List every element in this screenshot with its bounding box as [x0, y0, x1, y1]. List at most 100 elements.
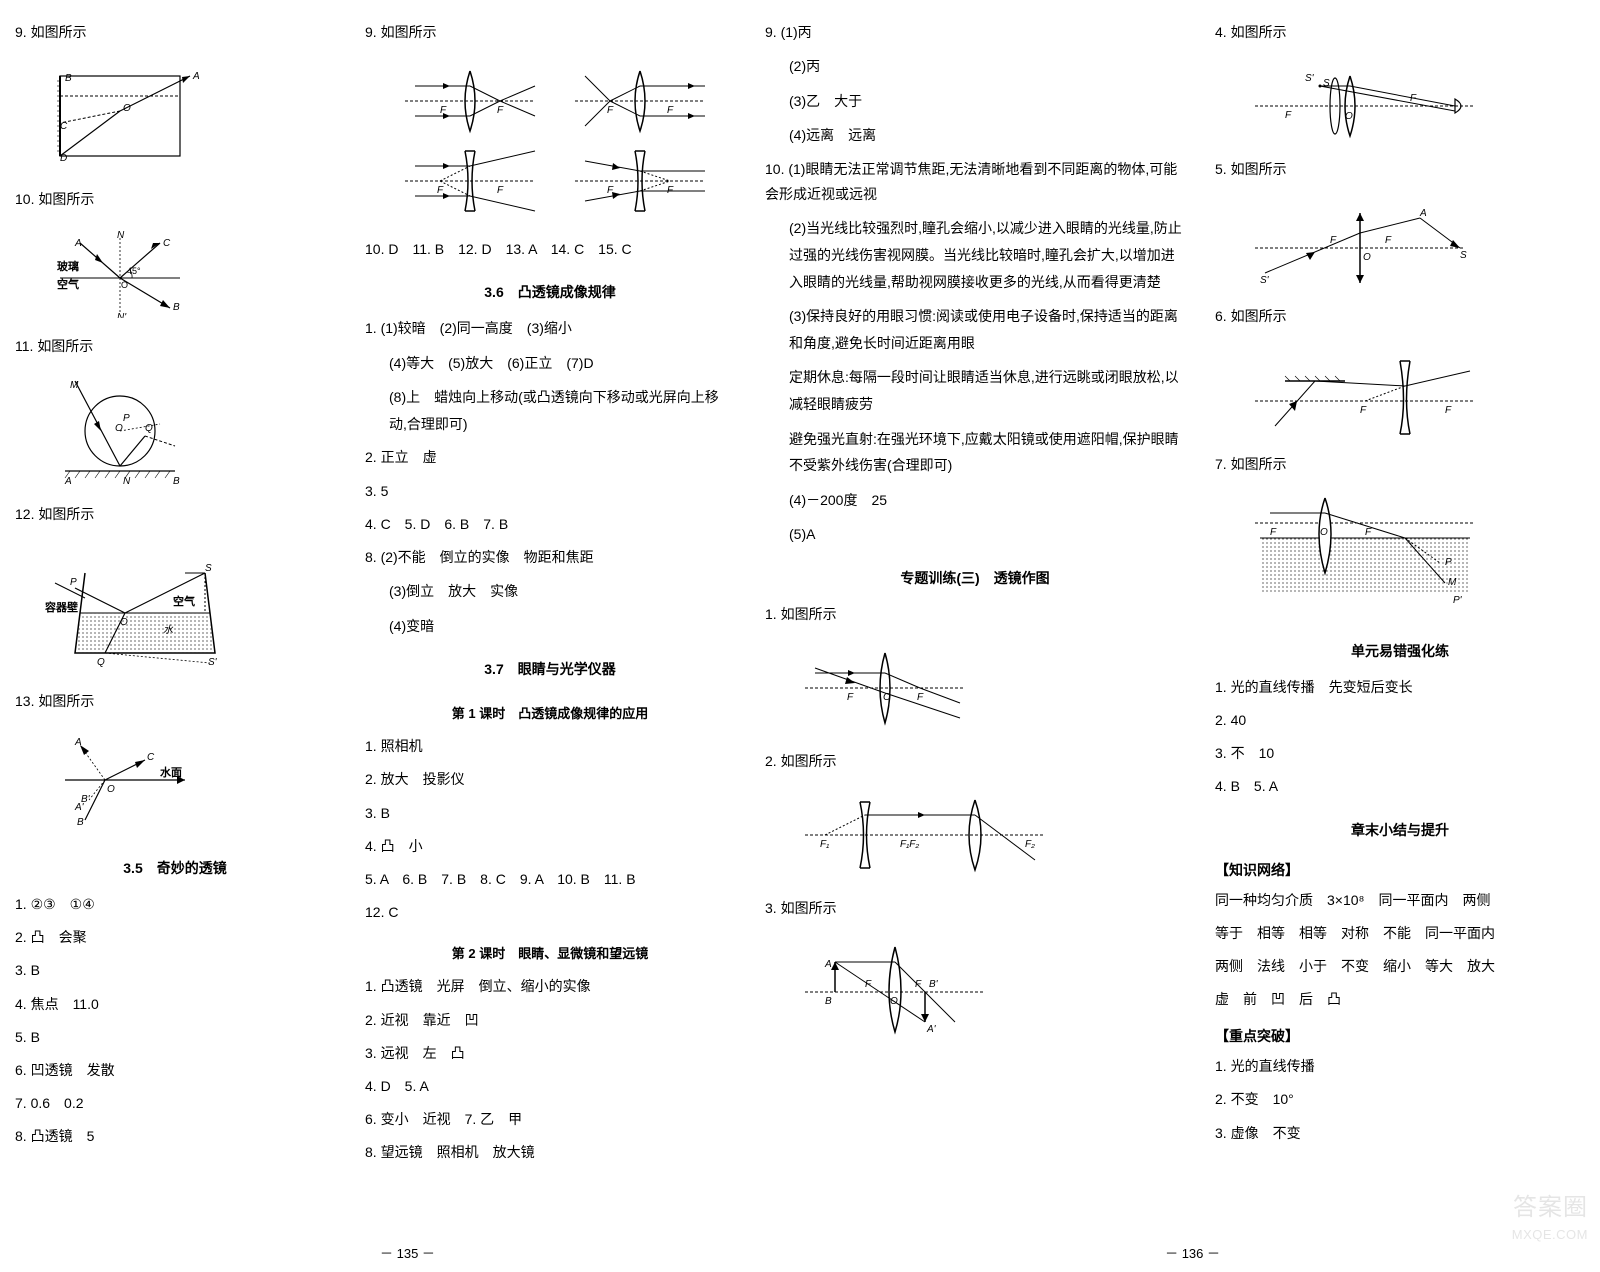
- c2-b4: 4. 凸 小: [365, 834, 735, 859]
- svg-text:F: F: [865, 979, 872, 990]
- diagram-lens-3: A B O F B' A' F: [795, 937, 1185, 1037]
- c2-a8-2: (3)倒立 放大 实像: [389, 578, 735, 605]
- svg-text:C: C: [147, 752, 155, 763]
- c4-g1b: 等于 相等 相等 对称 不能 同一平面内: [1215, 921, 1585, 946]
- diagram-e5: S' A S F F O: [1245, 198, 1585, 288]
- svg-text:O: O: [1345, 111, 1353, 122]
- text: 9. 如图所示: [365, 20, 735, 45]
- c1-a5: 5. B: [15, 1025, 335, 1050]
- col1-q13: 13. 如图所示: [15, 689, 335, 714]
- svg-text:A: A: [74, 737, 82, 748]
- svg-text:C: C: [163, 238, 171, 249]
- svg-text:S': S': [1305, 73, 1315, 84]
- svg-text:A: A: [64, 476, 72, 486]
- diagram-lens-grid: F F F F: [395, 61, 735, 221]
- diagram-lens-2: F₁ F₁F₂ F₂: [795, 790, 1185, 880]
- c2-a1-2: (4)等大 (5)放大 (6)正立 (7)D: [389, 350, 735, 377]
- svg-text:B: B: [173, 476, 180, 486]
- c4-e7: 7. 如图所示: [1215, 452, 1585, 477]
- sub-2: 第 2 课时 眼睛、显微镜和望远镜: [365, 943, 735, 962]
- svg-text:S: S: [205, 563, 212, 574]
- c3-9-4: (4)远离 远离: [789, 122, 1185, 149]
- c3-d3: 3. 如图所示: [765, 896, 1185, 921]
- column-1: 9. 如图所示 B C D O A: [0, 0, 350, 1272]
- c3-10-3c: 避免强光直射:在强光环境下,应戴太阳镜或使用遮阳帽,保护眼睛不受紫外线伤害(合理…: [789, 426, 1185, 479]
- svg-text:B: B: [77, 817, 84, 828]
- svg-text:容器壁: 容器壁: [45, 600, 78, 614]
- column-3: 9. (1)丙 (2)丙 (3)乙 大于 (4)远离 远离 10. (1)眼睛无…: [750, 0, 1200, 1272]
- section-unit: 单元易错强化练: [1215, 641, 1585, 661]
- svg-text:S': S': [208, 657, 218, 668]
- c2-c8: 8. 望远镜 照相机 放大镜: [365, 1140, 735, 1165]
- svg-text:F: F: [1270, 527, 1277, 538]
- svg-text:O: O: [890, 996, 898, 1007]
- svg-text:B': B': [929, 979, 939, 990]
- c3-9-1: 9. (1)丙: [765, 20, 1185, 45]
- c2-a4: 4. C 5. D 6. B 7. B: [365, 512, 735, 537]
- col1-q11: 11. 如图所示: [15, 334, 335, 359]
- svg-text:A: A: [1419, 208, 1427, 219]
- c1-a2: 2. 凸 会聚: [15, 925, 335, 950]
- section-chapter: 章末小结与提升: [1215, 820, 1585, 840]
- section-3-6: 3.6 凸透镜成像规律: [365, 282, 735, 302]
- section-st3: 专题训练(三) 透镜作图: [765, 568, 1185, 588]
- c4-f3: 3. 不 10: [1215, 741, 1585, 766]
- bracket-1: 【知识网络】: [1215, 860, 1585, 880]
- svg-text:O: O: [121, 280, 128, 290]
- svg-text:F: F: [667, 105, 674, 116]
- c4-f4: 4. B 5. A: [1215, 774, 1585, 799]
- text: 9. 如图所示: [15, 20, 335, 45]
- svg-text:F: F: [437, 185, 444, 196]
- svg-text:O: O: [115, 423, 123, 434]
- svg-text:玻璃: 玻璃: [57, 259, 79, 273]
- svg-text:O: O: [120, 617, 128, 628]
- diagram-lens-1: F O F: [795, 643, 1185, 733]
- svg-text:O: O: [883, 692, 891, 703]
- text: 12. 如图所示: [15, 502, 335, 527]
- diagram-e4: S' S F F O: [1245, 61, 1585, 141]
- c2-b2: 2. 放大 投影仪: [365, 767, 735, 792]
- svg-text:P: P: [1445, 557, 1452, 568]
- diagram-e6: F F: [1245, 346, 1585, 436]
- c2-a3: 3. 5: [365, 479, 735, 504]
- section-3-5: 3.5 奇妙的透镜: [15, 858, 335, 878]
- svg-text:F: F: [847, 692, 854, 703]
- c3-d2: 2. 如图所示: [765, 749, 1185, 774]
- col1-q9: 9. 如图所示: [15, 20, 335, 45]
- column-2: 9. 如图所示 F F: [350, 0, 750, 1272]
- c2-a8-1: 8. (2)不能 倒立的实像 物距和焦距: [365, 545, 735, 570]
- svg-text:45°: 45°: [127, 266, 141, 276]
- svg-text:F: F: [607, 185, 614, 196]
- svg-text:水: 水: [163, 624, 174, 636]
- svg-text:N: N: [123, 476, 131, 486]
- c2-a8-3: (4)变暗: [389, 613, 735, 640]
- svg-text:F: F: [1445, 405, 1452, 416]
- col2-q9: 9. 如图所示: [365, 20, 735, 45]
- svg-text:A: A: [192, 71, 200, 82]
- c2-c1: 1. 凸透镜 光屏 倒立、缩小的实像: [365, 974, 735, 999]
- svg-text:O: O: [107, 784, 115, 795]
- svg-text:O: O: [1363, 252, 1371, 263]
- c3-10-3b: 定期休息:每隔一段时间让眼睛适当休息,进行远眺或闭眼放松,以减轻眼睛疲劳: [789, 364, 1185, 417]
- svg-text:F: F: [1360, 405, 1367, 416]
- svg-text:S: S: [1460, 250, 1467, 261]
- text: 13. 如图所示: [15, 689, 335, 714]
- c2-c3: 3. 远视 左 凸: [365, 1041, 735, 1066]
- svg-text:N': N': [117, 312, 127, 318]
- svg-text:Q: Q: [97, 657, 105, 668]
- column-4: 4. 如图所示 S' S F F O 5. 如图所示 S': [1200, 0, 1600, 1272]
- c2-line10: 10. D 11. B 12. D 13. A 14. C 15. C: [365, 237, 735, 262]
- svg-text:F: F: [1365, 527, 1372, 538]
- c4-e5: 5. 如图所示: [1215, 157, 1585, 182]
- c2-b3: 3. B: [365, 801, 735, 826]
- c3-9-3: (3)乙 大于: [789, 88, 1185, 115]
- diagram-13a: 水面 A C B B' A' O: [45, 730, 335, 830]
- svg-text:B: B: [173, 302, 180, 313]
- svg-text:F₂: F₂: [1025, 839, 1035, 850]
- c3-10-4: (4)－200度 25: [789, 487, 1185, 514]
- c2-b1: 1. 照相机: [365, 734, 735, 759]
- svg-text:P': P': [1453, 595, 1463, 606]
- c2-a1-1: 1. (1)较暗 (2)同一高度 (3)缩小: [365, 316, 735, 341]
- watermark-2: MXQE.COM: [1512, 1227, 1588, 1242]
- svg-text:N: N: [117, 230, 125, 241]
